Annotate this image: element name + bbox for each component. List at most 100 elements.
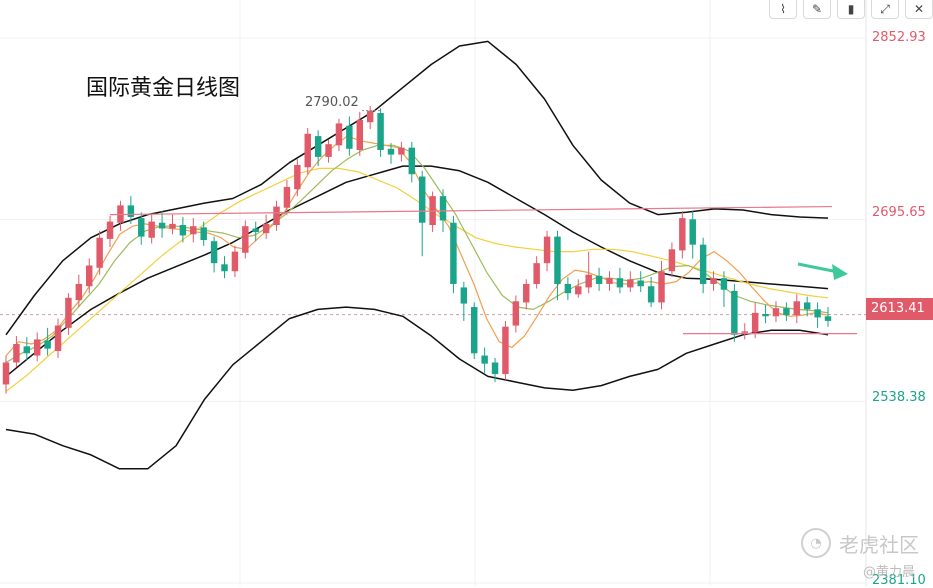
candle-body-24 — [252, 228, 259, 232]
candle-body-33 — [346, 125, 353, 149]
candle-body-65 — [679, 218, 686, 251]
candle-body-69 — [720, 278, 728, 290]
candle-body-55 — [575, 286, 582, 295]
candle-body-0 — [2, 362, 10, 385]
candle-body-59 — [616, 278, 624, 288]
candle-body-43 — [450, 222, 457, 284]
candle-body-34 — [356, 119, 363, 150]
candle-body-53 — [554, 236, 561, 284]
candle-body-73 — [762, 313, 769, 317]
candle-body-23 — [242, 226, 249, 253]
candle-body-16 — [169, 223, 176, 229]
candle-body-28 — [294, 164, 301, 190]
candle-body-45 — [471, 307, 478, 354]
candle-body-37 — [387, 148, 395, 155]
candle-body-2 — [23, 346, 31, 354]
candle-body-52 — [543, 236, 551, 264]
candle-body-40 — [418, 176, 426, 223]
candle-body-39 — [408, 147, 416, 175]
candle-body-66 — [689, 219, 696, 245]
peak-price-annotation: 2790.02 — [305, 95, 359, 110]
candle-body-17 — [179, 225, 187, 236]
boll-lower-line — [5, 306, 829, 470]
watermark: ◔ 老虎社区 — [801, 528, 919, 558]
candle-body-58 — [606, 278, 613, 284]
candle-body-13 — [138, 218, 145, 237]
candle-body-22 — [231, 251, 239, 272]
candle-body-76 — [793, 301, 801, 316]
line-chart-icon: ⌇ — [780, 2, 786, 16]
candle-body-44 — [460, 287, 468, 304]
chart-title: 国际黄金日线图 — [86, 76, 241, 101]
candle-body-51 — [533, 263, 540, 284]
forecast-arrow-head — [832, 264, 848, 280]
boll-upper-line — [5, 40, 829, 336]
candle-body-48 — [502, 326, 509, 375]
candle-body-60 — [627, 279, 634, 288]
candle-body-36 — [377, 112, 384, 150]
candle-body-70 — [731, 290, 738, 335]
candle-body-21 — [221, 264, 228, 272]
candle-body-46 — [481, 355, 488, 364]
candle-body-14 — [148, 221, 155, 238]
candle-body-64 — [668, 249, 676, 272]
candle-body-56 — [585, 274, 592, 288]
candle-body-54 — [564, 283, 572, 294]
candle-body-26 — [273, 206, 280, 226]
close-button[interactable]: ✕ — [905, 0, 933, 19]
resistance-trendline — [109, 205, 833, 216]
candle-body-57 — [595, 275, 603, 284]
candle-body-25 — [262, 223, 270, 234]
candle-body-6 — [65, 297, 72, 328]
candle-body-78 — [814, 309, 821, 318]
candle-body-79 — [824, 316, 832, 321]
candle-body-4 — [44, 340, 51, 349]
close-icon: ✕ — [913, 2, 925, 16]
chart-toolbar: ⌇ ✎ ▮ ⤢ ✕ — [769, 0, 933, 19]
price-label-mid: 2695.65 — [872, 205, 926, 220]
pen-icon: ✎ — [811, 2, 823, 16]
indicator-button[interactable]: ⌇ — [769, 0, 797, 19]
candle-body-50 — [523, 283, 530, 303]
expand-button[interactable]: ⤢ — [871, 0, 899, 19]
candle-body-38 — [398, 147, 405, 155]
candle-body-63 — [658, 271, 665, 303]
candle-body-47 — [491, 362, 499, 375]
candle-body-15 — [158, 222, 166, 229]
draw-button[interactable]: ✎ — [803, 0, 831, 19]
candle-body-19 — [200, 227, 207, 241]
last-price-label: 2613.41 — [866, 298, 933, 320]
watermark-brand: 老虎社区 — [839, 532, 919, 557]
expand-icon: ⤢ — [880, 1, 890, 16]
boll-mid-line — [5, 165, 829, 377]
candle-body-68 — [710, 278, 717, 284]
candle-body-20 — [210, 241, 218, 264]
watermark-author: @黄力晨 — [862, 565, 915, 580]
candle-body-75 — [783, 308, 790, 316]
candle-body-9 — [96, 237, 103, 268]
candle-body-10 — [106, 221, 114, 239]
candle-body-77 — [803, 302, 811, 310]
candle-body-7 — [75, 283, 83, 301]
candle-body-42 — [439, 196, 447, 221]
candle-body-8 — [86, 265, 93, 287]
price-label-bottom: 2381.10 — [872, 573, 926, 588]
candle-body-61 — [637, 280, 644, 287]
candle-style-button[interactable]: ▮ — [837, 0, 865, 19]
candle-body-49 — [512, 301, 520, 326]
candle-body-62 — [647, 286, 655, 303]
candle-body-32 — [335, 123, 343, 146]
candle-body-3 — [33, 339, 41, 356]
candle-body-1 — [13, 344, 20, 363]
candle-body-67 — [699, 244, 707, 284]
candle-body-35 — [366, 110, 374, 123]
candle-body-5 — [54, 325, 62, 351]
candle-body-30 — [314, 136, 322, 157]
candle-body-18 — [190, 226, 197, 235]
price-label-low: 2538.38 — [872, 390, 926, 405]
tiger-logo-icon: ◔ — [801, 528, 831, 558]
candle-body-31 — [325, 144, 332, 157]
candle-body-74 — [772, 308, 780, 317]
